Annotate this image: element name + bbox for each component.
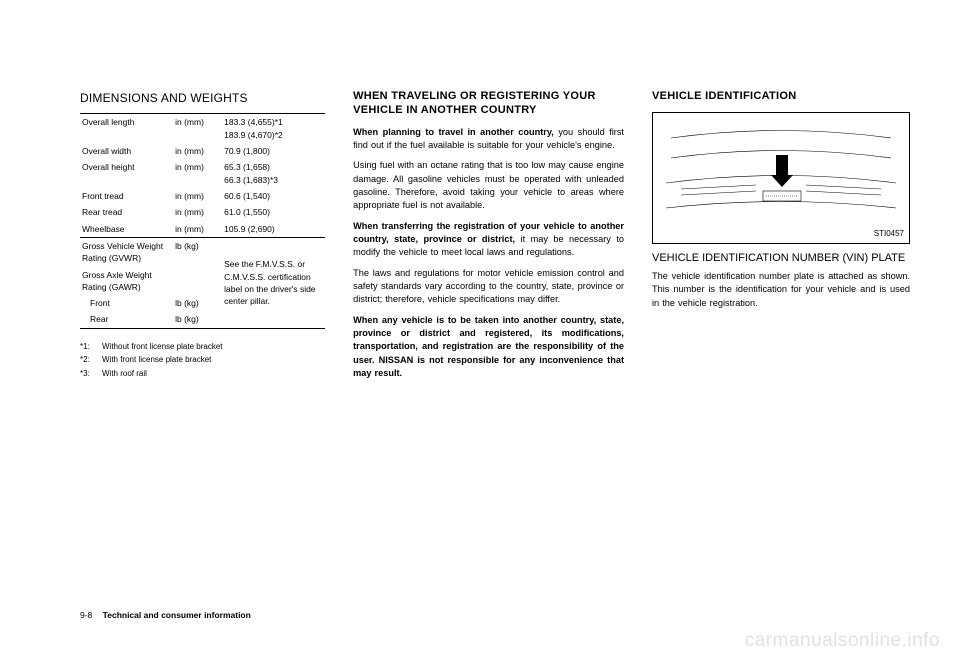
footnote-text: Without front license plate bracket	[102, 341, 223, 353]
footnote-key: *2:	[80, 354, 102, 366]
paragraph: When transferring the registration of yo…	[353, 220, 624, 260]
subheading-vin-plate: VEHICLE IDENTIFICATION NUMBER (VIN) PLAT…	[652, 252, 910, 265]
column-traveling: WHEN TRAVELING OR REGISTERING YOUR VEHIC…	[353, 90, 624, 387]
spec-value: 105.9 (2,690)	[222, 221, 325, 238]
column-dimensions: DIMENSIONS AND WEIGHTS Overall lengthin …	[80, 90, 325, 387]
column-vin: VEHICLE IDENTIFICATION	[652, 90, 910, 387]
spec-unit: in (mm)	[173, 188, 222, 204]
heading-vin: VEHICLE IDENTIFICATION	[652, 90, 910, 104]
dimensions-table: Overall lengthin (mm)183.3 (4,655)*1 183…	[80, 113, 325, 328]
paragraph: The vehicle identification number plate …	[652, 270, 910, 310]
spec-value: See the F.M.V.S.S. or C.M.V.S.S. certifi…	[222, 238, 325, 328]
figure-label: STI0457	[874, 228, 904, 240]
heading-dimensions: DIMENSIONS AND WEIGHTS	[80, 90, 325, 107]
spec-label: Front	[80, 295, 173, 311]
spec-label: Front tread	[80, 188, 173, 204]
spec-unit: in (mm)	[173, 204, 222, 220]
footnote-text: With roof rail	[102, 368, 147, 380]
paragraph: The laws and regulations for motor vehic…	[353, 267, 624, 307]
spec-label: Overall width	[80, 143, 173, 159]
spec-value: 70.9 (1,800)	[222, 143, 325, 159]
spec-label: Overall length	[80, 114, 173, 143]
spec-unit: in (mm)	[173, 114, 222, 143]
spec-label: Gross Axle Weight Rating (GAWR)	[80, 267, 173, 296]
page-number: 9-8	[80, 610, 92, 620]
spec-unit	[173, 267, 222, 296]
page-footer: 9-8 Technical and consumer information	[80, 610, 251, 620]
spec-unit: in (mm)	[173, 143, 222, 159]
spec-label: Overall height	[80, 159, 173, 188]
spec-label: Rear tread	[80, 204, 173, 220]
spec-value: 61.0 (1,550)	[222, 204, 325, 220]
footnote-text: With front license plate bracket	[102, 354, 211, 366]
vin-figure: STI0457	[652, 112, 910, 244]
spec-label: Wheelbase	[80, 221, 173, 238]
spec-value: 60.6 (1,540)	[222, 188, 325, 204]
spec-label: Gross Vehicle Weight Rating (GVWR)	[80, 238, 173, 267]
vin-illustration	[653, 113, 909, 243]
chapter-title: Technical and consumer information	[103, 610, 251, 620]
spec-label: Rear	[80, 311, 173, 328]
paragraph: Using fuel with an octane rating that is…	[353, 159, 624, 212]
spec-unit: lb (kg)	[173, 295, 222, 311]
bold-text: When planning to travel in another count…	[353, 127, 554, 137]
spec-unit: lb (kg)	[173, 238, 222, 267]
spec-unit: in (mm)	[173, 159, 222, 188]
spec-value: 65.3 (1,658) 66.3 (1,683)*3	[222, 159, 325, 188]
paragraph: When planning to travel in another count…	[353, 126, 624, 153]
watermark: carmanualsonline.info	[745, 630, 940, 652]
footnote-key: *1:	[80, 341, 102, 353]
page: DIMENSIONS AND WEIGHTS Overall lengthin …	[0, 0, 960, 417]
spec-unit: lb (kg)	[173, 311, 222, 328]
spec-value: 183.3 (4,655)*1 183.9 (4,670)*2	[222, 114, 325, 143]
bold-text: When any vehicle is to be taken into ano…	[353, 315, 624, 378]
footnotes: *1:Without front license plate bracket *…	[80, 341, 325, 380]
spec-unit: in (mm)	[173, 221, 222, 238]
footnote-key: *3:	[80, 368, 102, 380]
heading-traveling: WHEN TRAVELING OR REGISTERING YOUR VEHIC…	[353, 90, 624, 118]
paragraph: When any vehicle is to be taken into ano…	[353, 314, 624, 381]
